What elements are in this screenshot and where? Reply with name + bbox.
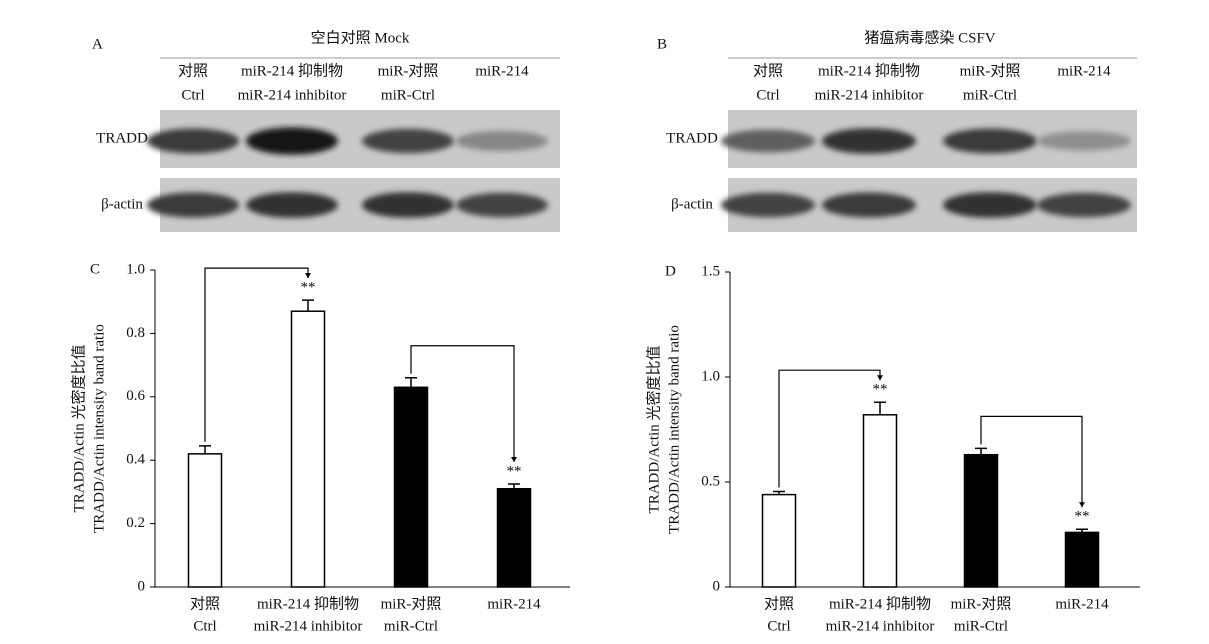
lane-label: Ctrl: [181, 87, 204, 103]
blot-band: [246, 192, 338, 218]
bar: [393, 386, 429, 588]
blot-band: [821, 192, 917, 218]
lane-label: 对照: [753, 62, 783, 79]
blot-band: [720, 129, 816, 153]
panel-label: B: [657, 36, 667, 52]
blot-title: 猪瘟病毒感染 CSFV: [864, 28, 995, 46]
row-label: TRADD: [666, 130, 718, 146]
bar: [187, 453, 223, 588]
bar: [290, 310, 326, 588]
x-tick-label: Ctrl: [193, 618, 216, 634]
error-bar: [508, 483, 520, 489]
y-axis-label: TRADD/Actin intensity band ratio: [666, 325, 682, 534]
blot-band: [362, 128, 454, 154]
lane-label: miR-对照: [378, 62, 439, 79]
y-tick-label: 0.8: [126, 325, 145, 341]
blot-band: [942, 128, 1038, 154]
error-bar: [1076, 528, 1088, 533]
blot-band: [362, 192, 454, 218]
y-tick-label: 1.5: [701, 263, 720, 279]
lane-label: miR-214 抑制物: [241, 62, 343, 79]
lane-label: miR-Ctrl: [963, 87, 1017, 103]
x-tick-label: 对照: [764, 595, 794, 612]
significance: **: [301, 280, 316, 296]
panel-label: C: [90, 261, 100, 277]
y-tick-label: 0.6: [126, 388, 145, 404]
y-tick-label: 0: [138, 578, 146, 594]
blot-band: [821, 128, 917, 154]
significance: **: [507, 463, 522, 479]
error-bar: [302, 299, 314, 312]
panel-label: D: [665, 263, 676, 279]
x-tick-label: miR-214 抑制物: [257, 595, 359, 612]
lane-label: miR-Ctrl: [381, 87, 435, 103]
significance: **: [873, 382, 888, 398]
y-axis-label: TRADD/Actin intensity band ratio: [91, 324, 107, 533]
y-axis-label: TRADD/Actin 光密度比值: [645, 346, 662, 514]
y-tick-label: 1.0: [126, 261, 145, 277]
row-label: β-actin: [101, 196, 143, 212]
lane-label: miR-214 inhibitor: [238, 87, 347, 103]
blot-band: [1036, 131, 1132, 151]
x-tick-label: Ctrl: [767, 618, 790, 634]
lane-label: miR-214: [1057, 63, 1111, 79]
x-tick-label: miR-Ctrl: [954, 618, 1008, 634]
row-label: TRADD: [96, 130, 148, 146]
error-bar: [874, 401, 886, 415]
x-tick-label: miR-Ctrl: [384, 618, 438, 634]
blot-band: [942, 192, 1038, 218]
y-tick-label: 0: [713, 578, 721, 594]
x-tick-label: miR-214 inhibitor: [254, 618, 363, 634]
bar: [761, 493, 797, 588]
error-bar: [405, 377, 417, 388]
blot-band: [147, 128, 239, 154]
x-tick-label: 对照: [190, 595, 220, 612]
x-tick-label: miR-对照: [381, 595, 442, 612]
bar: [963, 453, 999, 588]
blot-band: [456, 130, 548, 152]
y-tick-label: 0.4: [126, 452, 145, 468]
bar: [862, 414, 898, 588]
bar: [1064, 531, 1100, 588]
bracket-arrow: [511, 456, 517, 462]
blot-title: 空白对照 Mock: [311, 29, 410, 46]
x-tick-label: miR-214: [1055, 596, 1109, 612]
bar: [496, 487, 532, 588]
blot-band: [147, 192, 239, 218]
blot-band: [720, 192, 816, 218]
bracket: [980, 415, 1083, 508]
row-label: β-actin: [671, 196, 713, 212]
lane-label: miR-214 抑制物: [818, 62, 920, 79]
y-tick-label: 0.2: [126, 515, 145, 531]
lane-label: miR-214 inhibitor: [815, 87, 924, 103]
error-bar: [199, 445, 211, 454]
significance: **: [1075, 509, 1090, 525]
bracket-arrow: [877, 375, 883, 381]
x-tick-label: miR-对照: [951, 595, 1012, 612]
x-tick-label: miR-214: [487, 596, 541, 612]
lane-label: Ctrl: [756, 87, 779, 103]
y-tick-label: 0.5: [701, 473, 720, 489]
bracket-arrow: [1079, 502, 1085, 508]
bracket-arrow: [305, 273, 311, 279]
blot-band: [1036, 192, 1132, 218]
error-bar: [975, 447, 987, 455]
panel-label: A: [92, 36, 103, 52]
y-tick-label: 1.0: [701, 368, 720, 384]
blot-band: [456, 192, 548, 218]
lane-label: miR-对照: [960, 62, 1021, 79]
lane-label: 对照: [178, 62, 208, 79]
lane-label: miR-214: [475, 63, 529, 79]
x-tick-label: miR-214 inhibitor: [826, 618, 935, 634]
error-bar: [773, 490, 785, 495]
bracket: [410, 345, 515, 462]
y-axis-label: TRADD/Actin 光密度比值: [70, 345, 87, 513]
blot-band: [246, 127, 338, 155]
x-tick-label: miR-214 抑制物: [829, 595, 931, 612]
